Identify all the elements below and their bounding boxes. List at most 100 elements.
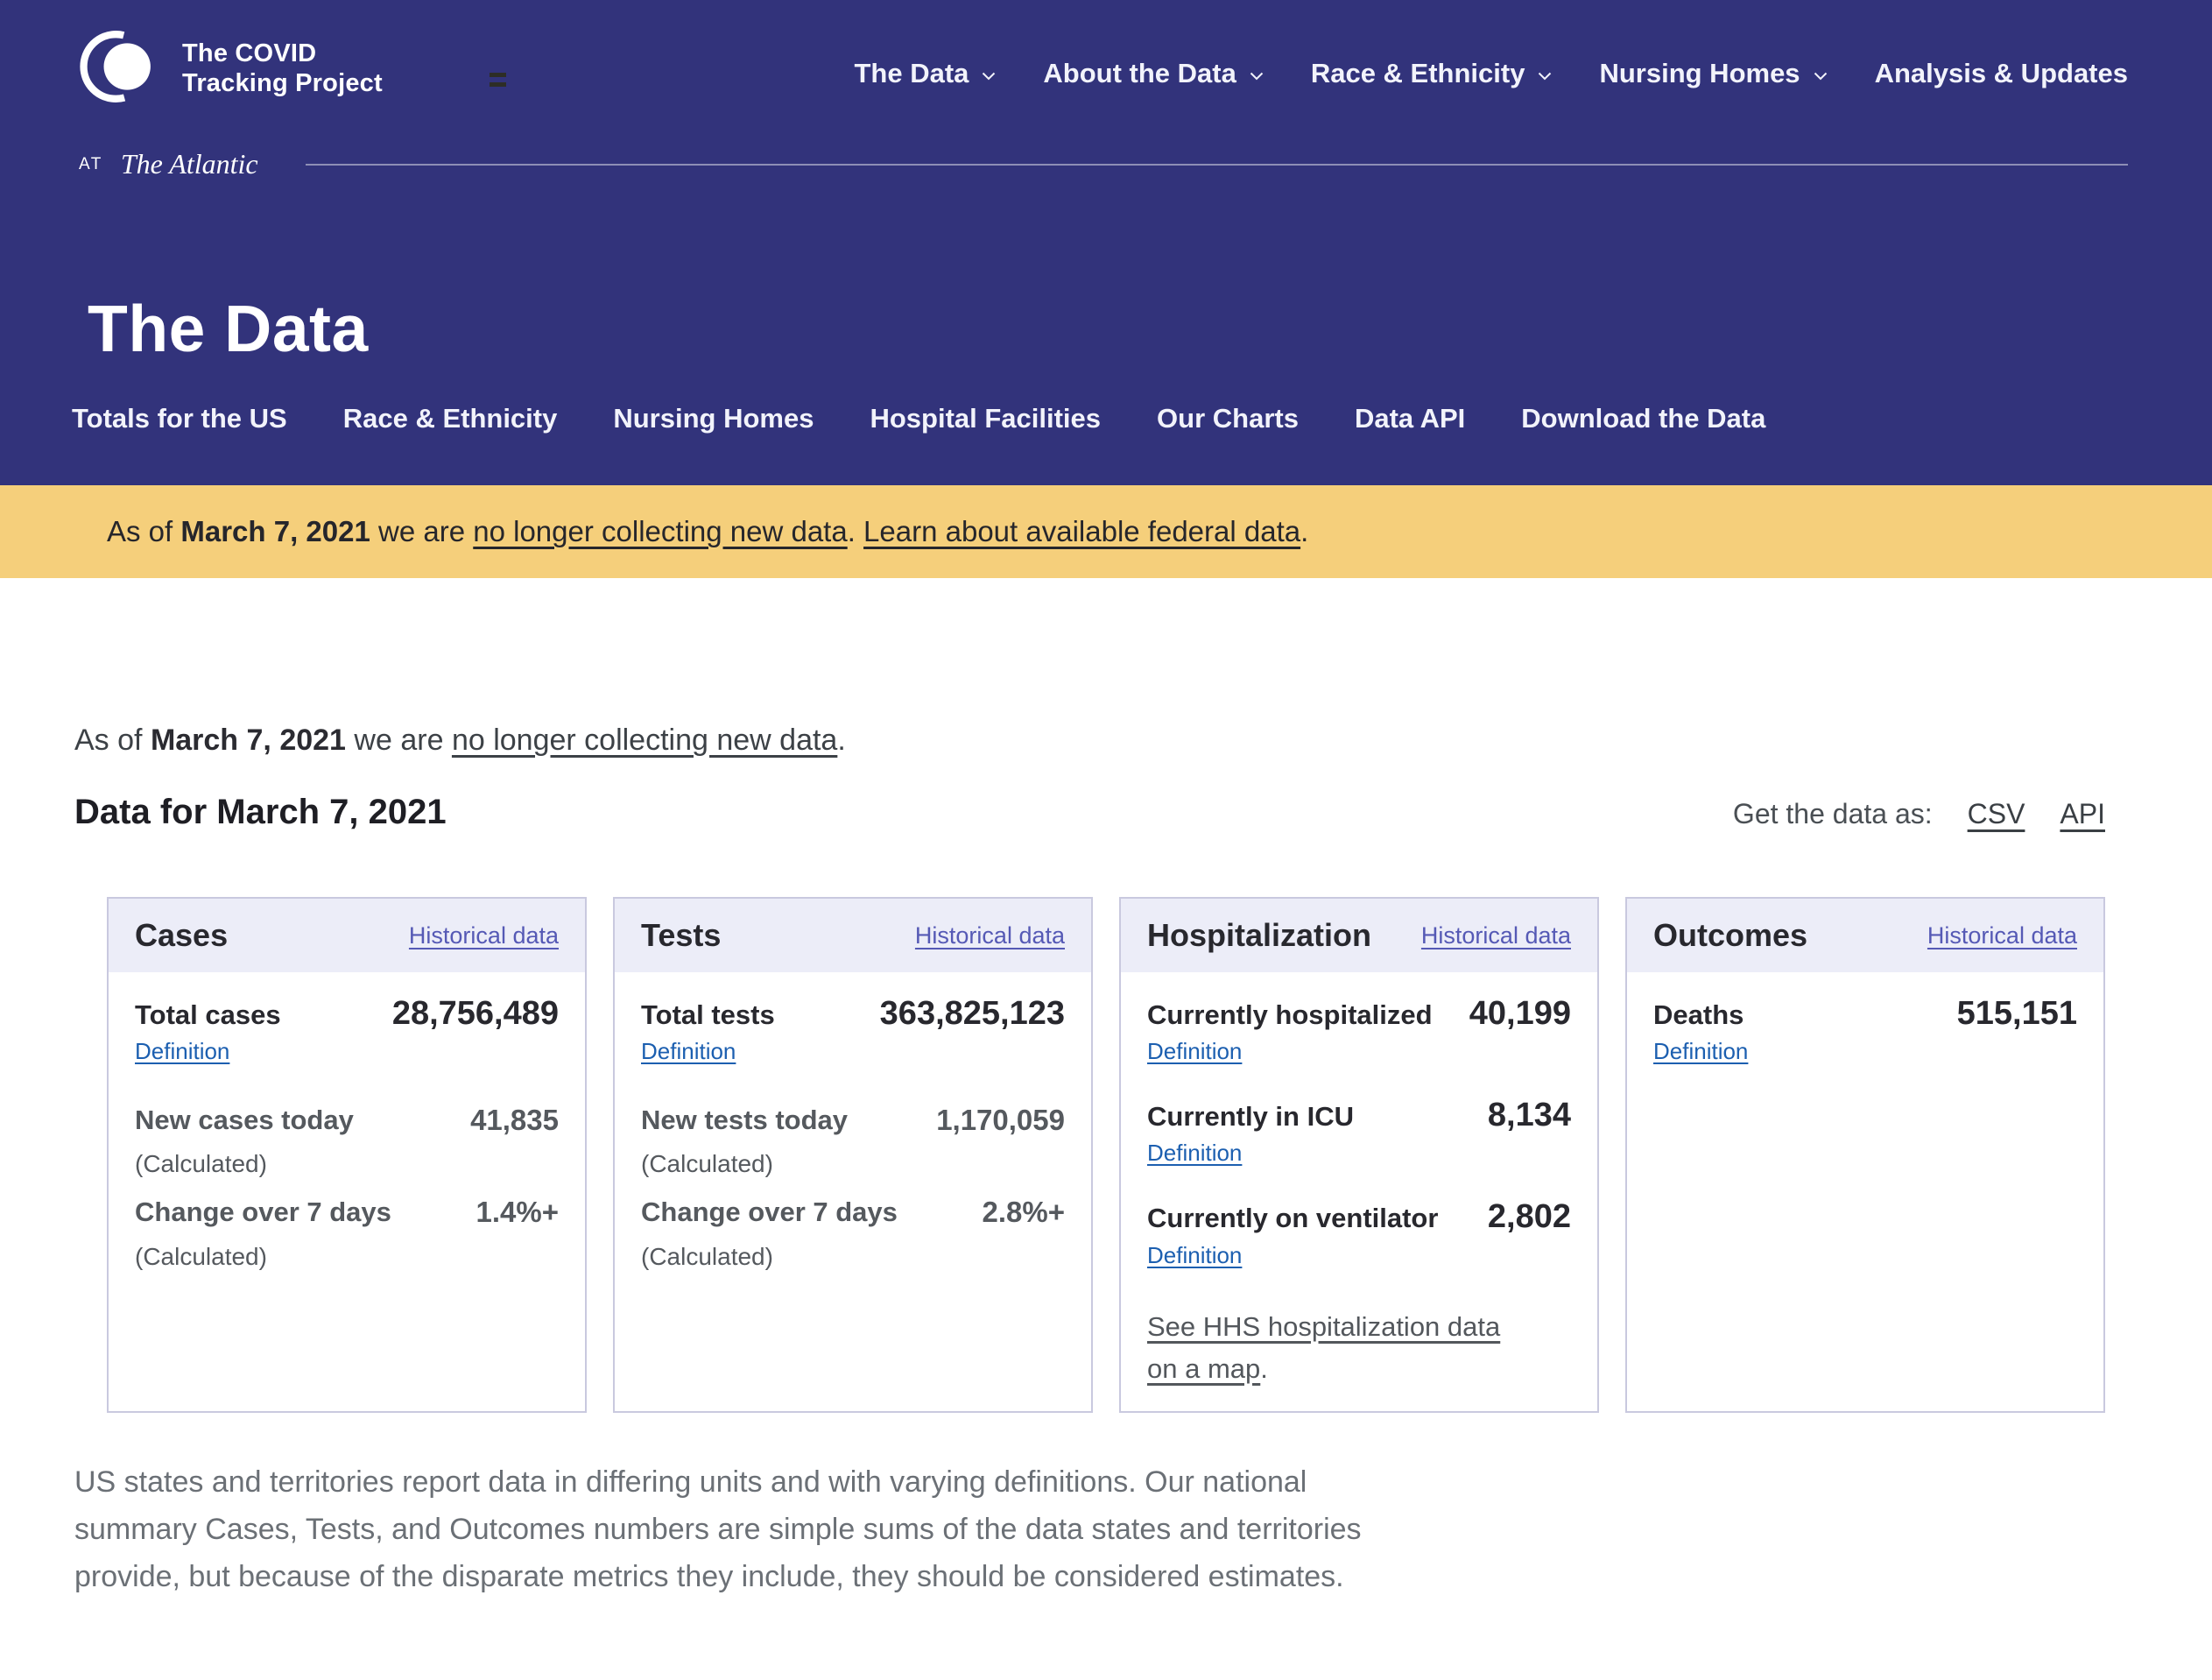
- stat-label: New cases today: [135, 1105, 354, 1136]
- stat-row-deaths: Deaths Definition 515,151: [1653, 995, 2077, 1065]
- chevron-down-icon: [1250, 72, 1264, 80]
- no-longer-collecting-link[interactable]: no longer collecting new data: [473, 515, 848, 547]
- chevron-down-icon: [1539, 72, 1552, 80]
- logo-line-1: The COVID: [182, 39, 317, 67]
- logo-line-2: Tracking Project: [182, 68, 383, 97]
- site-logo-text: The COVID Tracking Project: [182, 39, 383, 99]
- calculated-note: (Calculated): [641, 1242, 773, 1270]
- stat-label: Currently on ventilator: [1147, 1203, 1439, 1234]
- covid-tracking-logo-icon: [79, 23, 159, 115]
- hhs-link-period: .: [1260, 1352, 1268, 1384]
- hhs-map-link[interactable]: See HHS hospitalization data on a map: [1147, 1310, 1501, 1384]
- historical-data-link[interactable]: Historical data: [1420, 921, 1571, 949]
- data-sub-nav: Totals for the US Race & Ethnicity Nursi…: [72, 403, 2128, 485]
- stat-label: Change over 7 days: [135, 1196, 391, 1228]
- site-header: The COVID Tracking Project The Data Abou…: [0, 0, 2212, 485]
- stat-value: 1.4%+: [476, 1196, 560, 1229]
- no-longer-collecting-link[interactable]: no longer collecting new data: [451, 724, 838, 757]
- nav-item-label: The Data: [854, 57, 969, 88]
- csv-link[interactable]: CSV: [1967, 798, 2025, 829]
- site-logo[interactable]: The COVID Tracking Project: [79, 23, 383, 115]
- data-date-heading: Data for March 7, 2021: [74, 793, 447, 831]
- nav-item-analysis-updates[interactable]: Analysis & Updates: [1875, 58, 2128, 89]
- notice-prefix: As of: [74, 724, 143, 757]
- card-title: Tests: [641, 917, 722, 953]
- calculated-note: (Calculated): [641, 1150, 773, 1178]
- subnav-item-hospital-facilities[interactable]: Hospital Facilities: [870, 403, 1102, 434]
- page-title: The Data: [88, 292, 369, 365]
- subnav-item-data-api[interactable]: Data API: [1354, 403, 1466, 434]
- notice-middle: we are: [354, 724, 444, 757]
- definition-link[interactable]: Definition: [135, 1038, 230, 1065]
- historical-data-link[interactable]: Historical data: [914, 921, 1065, 949]
- card-title: Outcomes: [1653, 917, 1808, 953]
- the-atlantic-wordmark[interactable]: The Atlantic: [120, 148, 258, 180]
- stat-row-change-7-days: Change over 7 days (Calculated) 1.4%+: [135, 1196, 559, 1270]
- main-nav: The Data About the Data Race & Ethnicity…: [854, 58, 2128, 89]
- subnav-item-race-ethnicity[interactable]: Race & Ethnicity: [342, 403, 558, 434]
- card-outcomes: Outcomes Historical data Deaths Definiti…: [1625, 897, 2105, 1413]
- data-header-row: Data for March 7, 2021 Get the data as: …: [74, 793, 2128, 832]
- stat-label: Total cases: [135, 999, 281, 1030]
- card-header: Outcomes Historical data: [1627, 899, 2103, 972]
- stat-row-currently-ventilator: Currently on ventilator Definition 2,802: [1147, 1198, 1571, 1268]
- card-body: Currently hospitalized Definition 40,199…: [1121, 972, 1597, 1411]
- definition-link[interactable]: Definition: [1653, 1038, 1749, 1065]
- subnav-item-our-charts[interactable]: Our Charts: [1157, 403, 1299, 434]
- stat-row-total-tests: Total tests Definition 363,825,123: [641, 995, 1065, 1065]
- nav-item-label: Analysis & Updates: [1874, 57, 2128, 88]
- at-label: AT: [79, 154, 103, 173]
- card-body: Total tests Definition 363,825,123 New t…: [615, 972, 1091, 1292]
- notice-period: .: [837, 724, 846, 757]
- nav-item-label: Race & Ethnicity: [1310, 57, 1525, 88]
- menu-equals-icon[interactable]: [489, 72, 506, 87]
- banner-middle: we are: [378, 515, 466, 547]
- stat-value: 8,134: [1487, 1097, 1571, 1134]
- chevron-down-icon: [983, 72, 996, 80]
- stat-row-new-tests: New tests today (Calculated) 1,170,059: [641, 1104, 1065, 1178]
- stat-row-new-cases: New cases today (Calculated) 41,835: [135, 1104, 559, 1178]
- stat-label: New tests today: [641, 1105, 849, 1136]
- calculated-note: (Calculated): [135, 1242, 267, 1270]
- nav-item-race-ethnicity[interactable]: Race & Ethnicity: [1311, 58, 1553, 89]
- nav-item-nursing-homes[interactable]: Nursing Homes: [1599, 58, 1827, 89]
- historical-data-link[interactable]: Historical data: [1927, 921, 2077, 949]
- get-data-label: Get the data as:: [1732, 798, 1933, 829]
- header-top-bar: The COVID Tracking Project The Data Abou…: [0, 0, 2212, 115]
- banner-date: March 7, 2021: [180, 515, 370, 547]
- stat-value: 2,802: [1487, 1198, 1571, 1236]
- definition-link[interactable]: Definition: [641, 1038, 736, 1065]
- notice-date: March 7, 2021: [150, 724, 346, 757]
- card-body: Deaths Definition 515,151: [1627, 972, 2103, 1086]
- api-link[interactable]: API: [2060, 798, 2105, 829]
- header-divider-rule: [305, 163, 2128, 166]
- banner-text: As of March 7, 2021 we are no longer col…: [107, 515, 1308, 548]
- subnav-item-download-data[interactable]: Download the Data: [1521, 403, 1766, 434]
- nav-item-the-data[interactable]: The Data: [854, 58, 996, 89]
- definition-link[interactable]: Definition: [1147, 1140, 1243, 1167]
- stat-label: Total tests: [641, 999, 775, 1030]
- card-header: Tests Historical data: [615, 899, 1091, 972]
- card-header: Cases Historical data: [109, 899, 585, 972]
- definition-link[interactable]: Definition: [1147, 1241, 1243, 1268]
- subnav-item-nursing-homes[interactable]: Nursing Homes: [613, 403, 814, 434]
- nav-item-about-the-data[interactable]: About the Data: [1043, 58, 1264, 89]
- historical-data-link[interactable]: Historical data: [408, 921, 559, 949]
- definition-link[interactable]: Definition: [1147, 1038, 1243, 1065]
- collection-notice: As of March 7, 2021 we are no longer col…: [74, 724, 2128, 758]
- banner-prefix: As of: [107, 515, 173, 547]
- summary-cards: Cases Historical data Total cases Defini…: [107, 897, 2105, 1413]
- card-title: Cases: [135, 917, 229, 953]
- subnav-item-totals-us[interactable]: Totals for the US: [72, 403, 287, 434]
- stat-row-total-cases: Total cases Definition 28,756,489: [135, 995, 559, 1065]
- banner-period: .: [1300, 515, 1309, 547]
- main-content: As of March 7, 2021 we are no longer col…: [0, 724, 2212, 1680]
- get-data-links: Get the data as: CSV API: [1733, 798, 2105, 830]
- banner-period: .: [847, 515, 856, 547]
- stat-label: Currently in ICU: [1147, 1101, 1354, 1133]
- stat-value: 41,835: [470, 1104, 559, 1137]
- card-hospitalization: Hospitalization Historical data Currentl…: [1119, 897, 1599, 1413]
- federal-data-link[interactable]: Learn about available federal data: [863, 515, 1301, 547]
- stat-label: Deaths: [1653, 999, 1744, 1030]
